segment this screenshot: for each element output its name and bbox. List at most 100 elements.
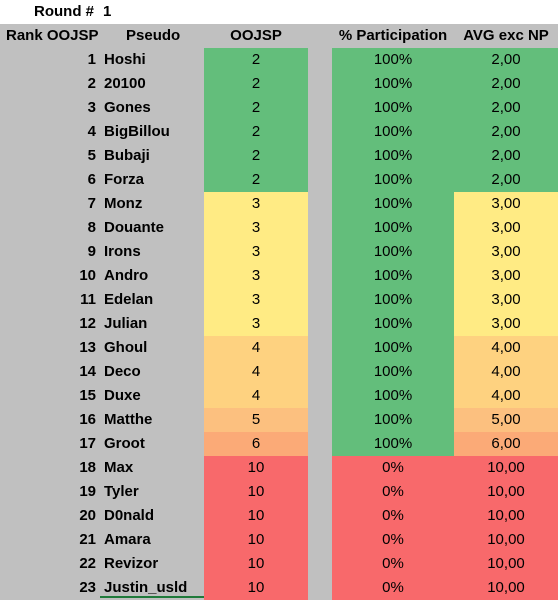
oojsp-cell[interactable]: 6 xyxy=(204,432,308,456)
oojsp-cell[interactable]: 2 xyxy=(204,144,308,168)
participation-cell[interactable]: 100% xyxy=(332,120,454,144)
pseudo-cell[interactable]: Tyler xyxy=(104,483,139,500)
oojsp-cell[interactable]: 10 xyxy=(204,504,308,528)
pseudo-cell[interactable]: Andro xyxy=(104,267,149,284)
oojsp-cell[interactable]: 2 xyxy=(204,48,308,72)
oojsp-cell[interactable]: 4 xyxy=(204,360,308,384)
participation-cell[interactable]: 100% xyxy=(332,312,454,336)
rank-cell[interactable]: 6 xyxy=(87,171,96,188)
pseudo-cell[interactable]: 20100 xyxy=(104,75,146,92)
pseudo-cell[interactable]: Bubaji xyxy=(104,147,150,164)
participation-cell[interactable]: 0% xyxy=(332,480,454,504)
oojsp-cell[interactable]: 2 xyxy=(204,96,308,120)
participation-cell[interactable]: 0% xyxy=(332,456,454,480)
rank-cell[interactable]: 5 xyxy=(87,147,96,164)
round-number[interactable]: 1 xyxy=(103,3,112,20)
participation-cell[interactable]: 100% xyxy=(332,168,454,192)
rank-cell[interactable]: 13 xyxy=(79,339,96,356)
avg-cell[interactable]: 10,00 xyxy=(454,552,558,576)
pseudo-cell[interactable]: Revizor xyxy=(104,555,159,572)
avg-cell[interactable]: 10,00 xyxy=(454,456,558,480)
rank-cell[interactable]: 8 xyxy=(87,219,96,236)
rank-cell[interactable]: 4 xyxy=(87,123,96,140)
participation-cell[interactable]: 100% xyxy=(332,240,454,264)
oojsp-cell[interactable]: 10 xyxy=(204,480,308,504)
header-pseudo[interactable]: Pseudo xyxy=(126,27,181,44)
pseudo-cell[interactable]: Forza xyxy=(104,171,145,188)
rank-cell[interactable]: 2 xyxy=(87,75,96,92)
avg-cell[interactable]: 3,00 xyxy=(454,240,558,264)
pseudo-cell[interactable]: Amara xyxy=(104,531,151,548)
avg-cell[interactable]: 2,00 xyxy=(454,144,558,168)
pseudo-cell[interactable]: D0nald xyxy=(104,507,155,524)
rank-cell[interactable]: 19 xyxy=(79,483,96,500)
avg-cell[interactable]: 3,00 xyxy=(454,312,558,336)
participation-cell[interactable]: 100% xyxy=(332,96,454,120)
participation-cell[interactable]: 100% xyxy=(332,288,454,312)
oojsp-cell[interactable]: 3 xyxy=(204,264,308,288)
avg-cell[interactable]: 3,00 xyxy=(454,288,558,312)
avg-cell[interactable]: 4,00 xyxy=(454,336,558,360)
oojsp-cell[interactable]: 3 xyxy=(204,240,308,264)
participation-cell[interactable]: 100% xyxy=(332,360,454,384)
participation-cell[interactable]: 0% xyxy=(332,552,454,576)
participation-cell[interactable]: 100% xyxy=(332,72,454,96)
avg-cell[interactable]: 3,00 xyxy=(454,216,558,240)
pseudo-cell[interactable]: Julian xyxy=(104,315,148,332)
participation-cell[interactable]: 0% xyxy=(332,576,454,600)
participation-cell[interactable]: 100% xyxy=(332,336,454,360)
avg-cell[interactable]: 2,00 xyxy=(454,120,558,144)
avg-cell[interactable]: 10,00 xyxy=(454,480,558,504)
pseudo-cell[interactable]: BigBillou xyxy=(104,123,170,140)
pseudo-cell[interactable]: Ghoul xyxy=(104,339,148,356)
rank-cell[interactable]: 21 xyxy=(79,531,96,548)
pseudo-cell[interactable]: Justin_usld xyxy=(104,579,188,596)
rank-cell[interactable]: 22 xyxy=(79,555,96,572)
pseudo-cell[interactable]: Edelan xyxy=(104,291,154,308)
participation-cell[interactable]: 100% xyxy=(332,408,454,432)
avg-cell[interactable]: 4,00 xyxy=(454,360,558,384)
participation-cell[interactable]: 100% xyxy=(332,48,454,72)
oojsp-cell[interactable]: 10 xyxy=(204,456,308,480)
pseudo-cell[interactable]: Irons xyxy=(104,243,141,260)
avg-cell[interactable]: 2,00 xyxy=(454,168,558,192)
pseudo-cell[interactable]: Douante xyxy=(104,219,164,236)
participation-cell[interactable]: 100% xyxy=(332,264,454,288)
rank-cell[interactable]: 7 xyxy=(87,195,96,212)
rank-cell[interactable]: 11 xyxy=(80,291,96,308)
pseudo-cell[interactable]: Max xyxy=(104,459,134,476)
oojsp-cell[interactable]: 3 xyxy=(204,312,308,336)
oojsp-cell[interactable]: 4 xyxy=(204,336,308,360)
pseudo-cell[interactable]: Duxe xyxy=(104,387,141,404)
participation-cell[interactable]: 100% xyxy=(332,432,454,456)
avg-cell[interactable]: 3,00 xyxy=(454,192,558,216)
participation-cell[interactable]: 0% xyxy=(332,528,454,552)
rank-cell[interactable]: 17 xyxy=(79,435,96,452)
participation-cell[interactable]: 100% xyxy=(332,192,454,216)
pseudo-cell[interactable]: Matthe xyxy=(104,411,153,428)
pseudo-cell[interactable]: Deco xyxy=(104,363,141,380)
oojsp-cell[interactable]: 2 xyxy=(204,168,308,192)
oojsp-cell[interactable]: 3 xyxy=(204,288,308,312)
oojsp-cell[interactable]: 10 xyxy=(204,576,308,600)
oojsp-cell[interactable]: 3 xyxy=(204,192,308,216)
rank-cell[interactable]: 12 xyxy=(79,315,96,332)
header-avg[interactable]: AVG exc NP xyxy=(463,27,549,44)
header-rank[interactable]: Rank OOJSP xyxy=(6,27,99,44)
oojsp-cell[interactable]: 2 xyxy=(204,120,308,144)
oojsp-cell[interactable]: 5 xyxy=(204,408,308,432)
avg-cell[interactable]: 10,00 xyxy=(454,576,558,600)
rank-cell[interactable]: 18 xyxy=(79,459,96,476)
participation-cell[interactable]: 100% xyxy=(332,384,454,408)
participation-cell[interactable]: 0% xyxy=(332,504,454,528)
oojsp-cell[interactable]: 10 xyxy=(204,552,308,576)
pseudo-cell[interactable]: Monz xyxy=(104,195,143,212)
avg-cell[interactable]: 6,00 xyxy=(454,432,558,456)
avg-cell[interactable]: 4,00 xyxy=(454,384,558,408)
pseudo-cell[interactable]: Hoshi xyxy=(104,51,146,68)
rank-cell[interactable]: 15 xyxy=(79,387,96,404)
avg-cell[interactable]: 5,00 xyxy=(454,408,558,432)
header-participation[interactable]: % Participation xyxy=(338,27,448,44)
rank-cell[interactable]: 23 xyxy=(79,579,96,596)
pseudo-cell[interactable]: Groot xyxy=(104,435,145,452)
